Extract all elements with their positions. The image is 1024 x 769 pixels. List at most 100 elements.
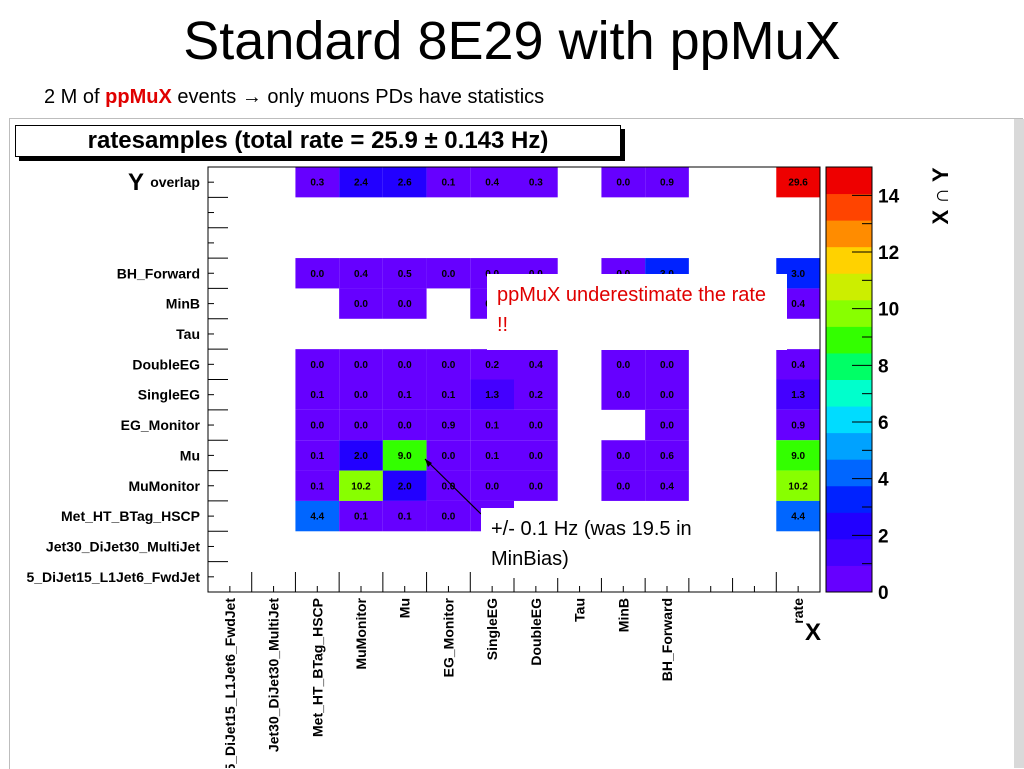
cell-value-label: 0.0 <box>441 512 455 523</box>
y-tick-label: overlap <box>150 174 200 190</box>
x-axis-title: X <box>805 619 821 646</box>
cell-value-label: 2.0 <box>398 481 412 492</box>
cell-value-label: 9.0 <box>398 451 412 462</box>
heatmap-cell <box>514 379 558 410</box>
cell-value-label: 0.0 <box>441 269 455 280</box>
x-tick-label: BH_Forward <box>659 598 675 681</box>
cell-value-label: 0.0 <box>616 178 630 189</box>
heatmap-cell <box>295 440 340 471</box>
x-tick-label: Mu <box>397 598 413 618</box>
cell-value-label: 0.1 <box>441 390 455 401</box>
cell-value-label: 0.0 <box>354 421 368 432</box>
cell-value-label: 0.0 <box>660 360 674 371</box>
cell-value-label: 0.0 <box>441 360 455 371</box>
subtitle-suffix: events → only muons PDs have statistics <box>171 86 545 108</box>
cell-value-label: 3.0 <box>791 269 805 280</box>
heatmap-cell <box>776 167 820 198</box>
heatmap-cell <box>382 440 427 471</box>
cell-value-label: 0.0 <box>310 360 324 371</box>
cell-value-label: 0.9 <box>660 178 674 189</box>
cell-value-label: 0.4 <box>791 299 805 310</box>
heatmap-cell <box>339 440 383 471</box>
cell-value-label: 0.0 <box>616 451 630 462</box>
heatmap-cell <box>470 440 514 471</box>
heatmap-cell <box>601 349 646 380</box>
cell-value-label: 1.3 <box>791 390 805 401</box>
cell-value-label: 0.4 <box>354 269 368 280</box>
colorbar-tick-label: 10 <box>878 300 899 321</box>
y-tick-label: Tau <box>176 326 200 342</box>
heatmap-cell <box>514 349 558 380</box>
cell-value-label: 0.1 <box>310 481 324 492</box>
heatmap-cell <box>339 409 383 441</box>
annotation-mu-rate: +/- 0.1 Hz (was 19.5 in MinBias) <box>481 508 771 578</box>
cell-value-label: 0.0 <box>310 421 324 432</box>
cell-value-label: 0.0 <box>398 421 412 432</box>
cell-value-label: 0.0 <box>398 360 412 371</box>
slide-title: Standard 8E29 with ppMuX <box>183 11 841 71</box>
heatmap-cell <box>426 258 471 289</box>
cell-value-label: 0.0 <box>310 269 324 280</box>
heatmap-cell <box>470 349 514 380</box>
heatmap-cell <box>514 470 558 501</box>
cell-value-label: 2.0 <box>354 451 368 462</box>
heatmap-cell <box>426 349 471 380</box>
annotation-arrow-line <box>424 458 482 515</box>
y-tick-label: Mu <box>180 447 200 463</box>
y-tick-label: MuMonitor <box>128 478 200 494</box>
x-tick-label: rate <box>790 598 806 624</box>
heatmap-cell <box>382 288 427 319</box>
heatmap-cell <box>470 379 514 410</box>
x-tick-label: DoubleEG <box>528 598 544 666</box>
cell-value-label: 0.0 <box>616 390 630 401</box>
cell-value-label: 0.0 <box>354 299 368 310</box>
z-axis-title: X ∩ Y <box>928 167 953 224</box>
annotation-underestimate: ppMuX underestimate the rate !! <box>487 274 787 350</box>
heatmap-cell <box>339 500 383 532</box>
colorbar-tick-label: 12 <box>878 243 899 264</box>
y-tick-label: EG_Monitor <box>121 417 201 433</box>
colorbar-segment <box>826 246 872 274</box>
cell-value-label: 0.4 <box>791 360 805 371</box>
annotation-arrow-head <box>425 459 432 467</box>
cell-value-label: 0.1 <box>485 451 499 462</box>
heatmap-cell <box>645 470 689 501</box>
y-tick-label: Jet30_DiJet30_MultiJet <box>46 538 200 554</box>
heatmap-cell <box>645 349 689 380</box>
y-tick-label: DoubleEG <box>132 356 200 372</box>
cell-value-label: 0.5 <box>398 269 412 280</box>
heatmap-cell <box>776 470 820 501</box>
cell-value-label: 0.0 <box>529 421 543 432</box>
heatmap-cell <box>645 440 689 471</box>
heatmap-cell <box>601 379 646 410</box>
colorbar-segment <box>826 538 872 566</box>
cell-value-label: 9.0 <box>791 451 805 462</box>
x-tick-label: 5_DiJet15_L1Jet6_FwdJet <box>222 598 238 768</box>
x-tick-label: MuMonitor <box>353 597 369 669</box>
colorbar-segment <box>826 326 872 354</box>
y-axis-title: Y <box>128 169 144 196</box>
cell-value-label: 0.0 <box>616 481 630 492</box>
colorbar-segment <box>826 220 872 248</box>
plot-title: ratesamples (total rate = 25.9 ± 0.143 H… <box>15 125 621 157</box>
colorbar-segment <box>826 167 872 195</box>
cell-value-label: 0.1 <box>441 178 455 189</box>
heatmap-cell <box>339 288 383 319</box>
x-tick-label: Met_HT_BTag_HSCP <box>309 598 325 737</box>
cell-value-label: 0.1 <box>398 390 412 401</box>
colorbar-tick-label: 6 <box>878 413 889 434</box>
cell-value-label: 0.1 <box>310 451 324 462</box>
canvas-shadow <box>1014 119 1024 768</box>
cell-value-label: 0.4 <box>660 481 674 492</box>
heatmap-cell <box>645 167 689 198</box>
heatmap-cell <box>339 167 383 198</box>
heatmap-cell <box>295 167 340 198</box>
heatmap-cell <box>295 470 340 501</box>
colorbar-tick-label: 4 <box>878 470 889 491</box>
heatmap-cell <box>470 409 514 441</box>
colorbar-segment <box>826 193 872 221</box>
heatmap-cell <box>295 349 340 380</box>
heatmap-cell <box>776 349 820 380</box>
cell-value-label: 0.0 <box>529 481 543 492</box>
heatmap-cell <box>339 258 383 289</box>
